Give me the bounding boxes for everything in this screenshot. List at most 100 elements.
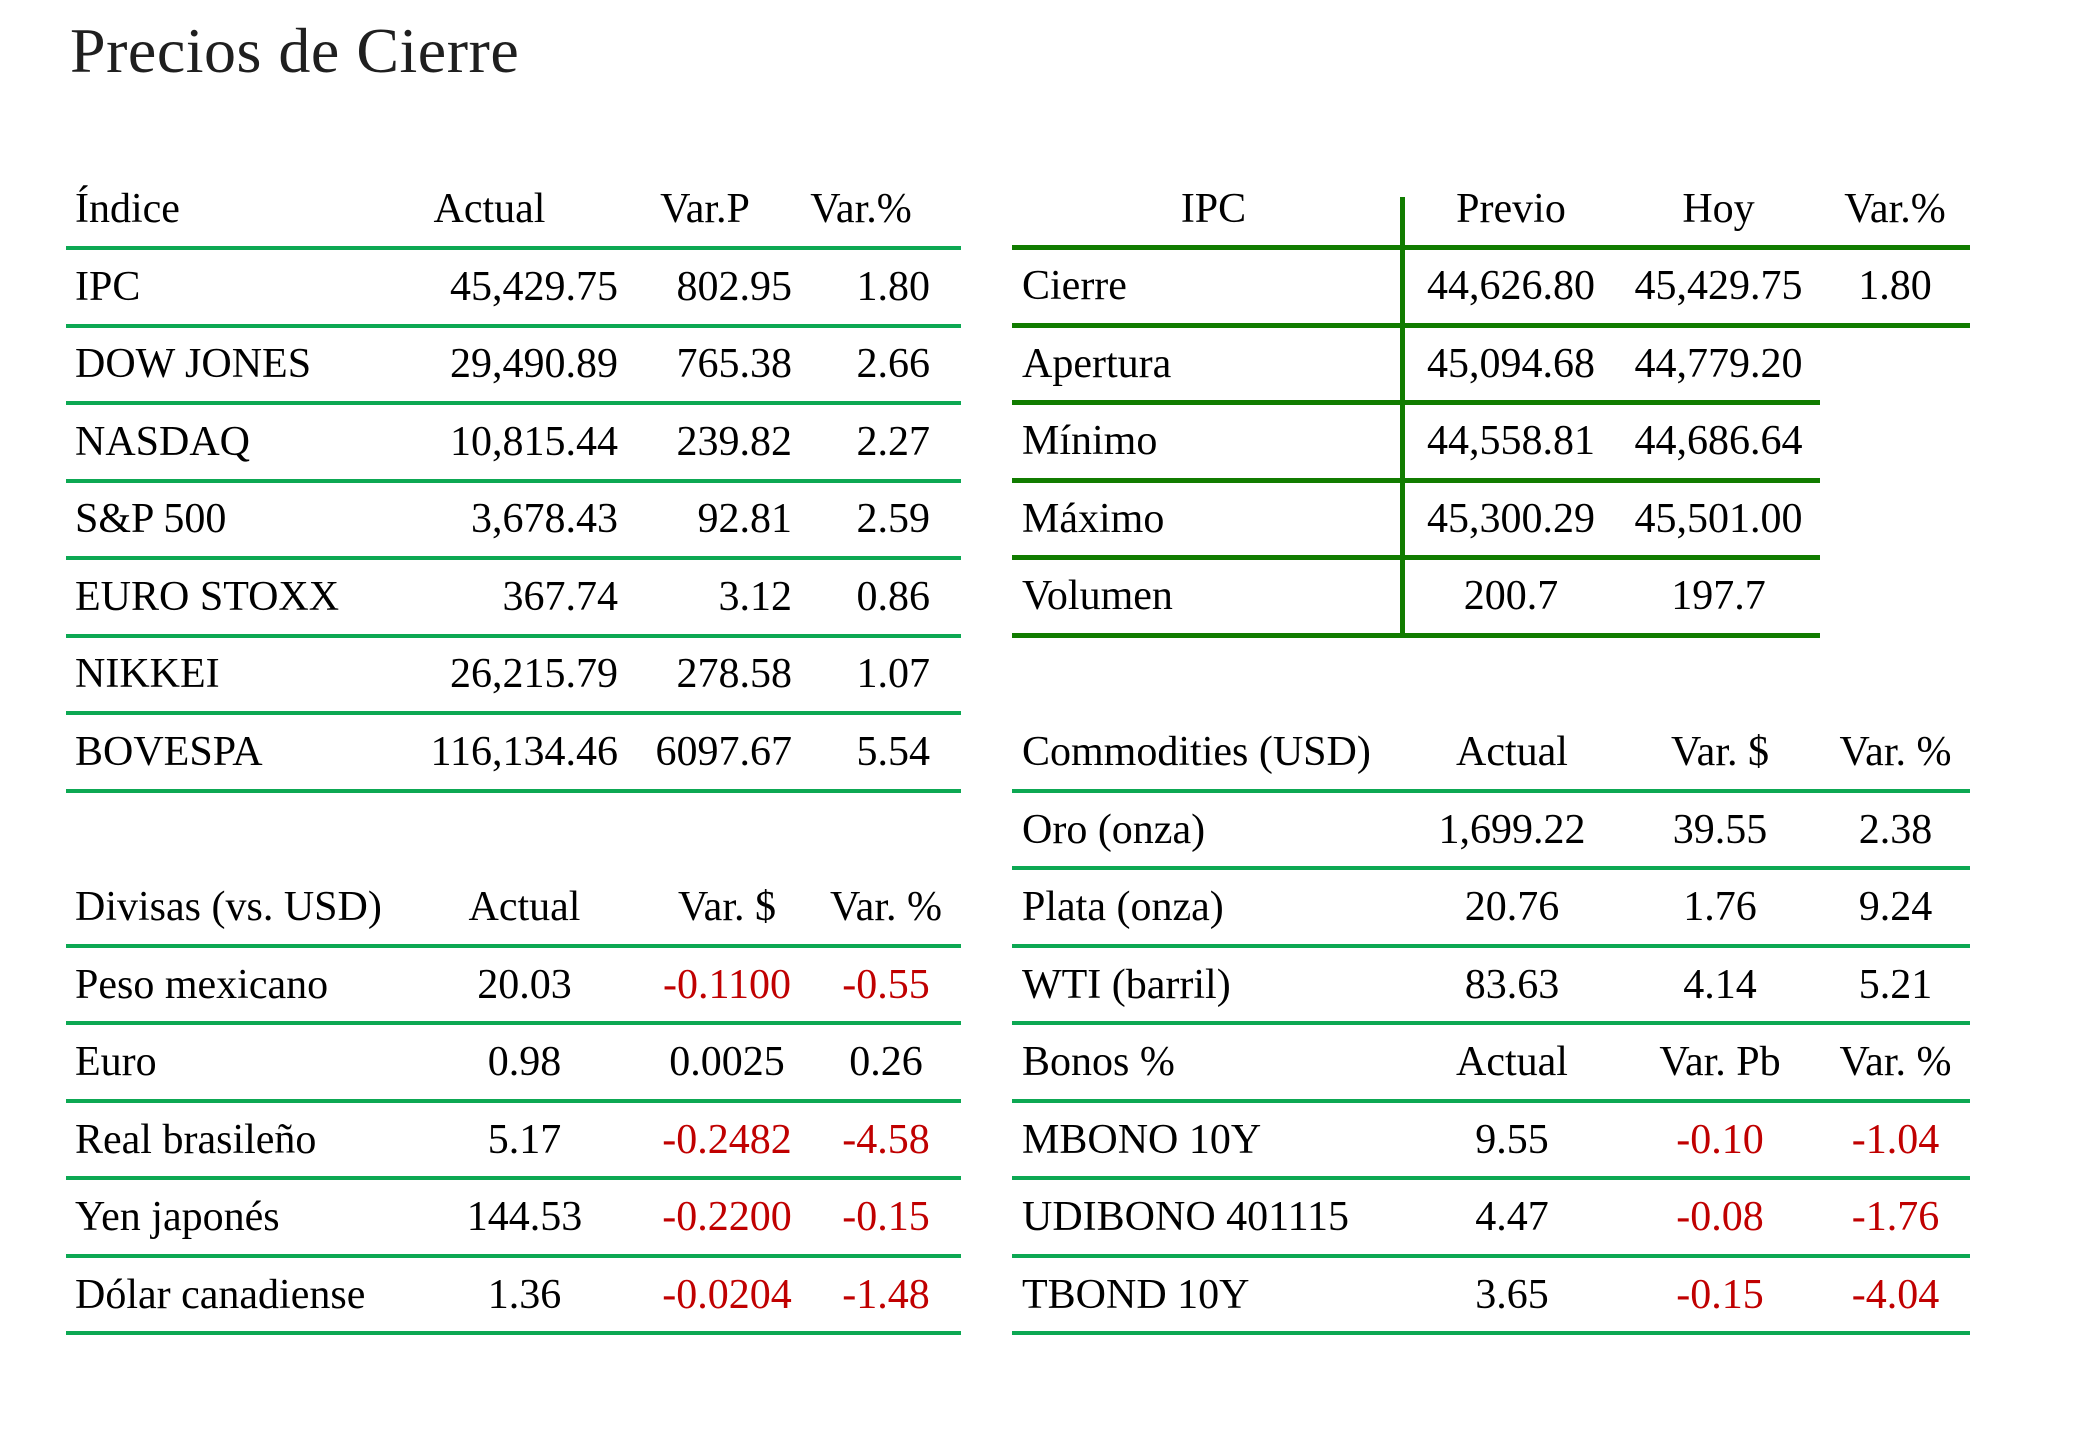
data-cell: WTI (barril) <box>1012 948 1405 1026</box>
data-cell: 1.80 <box>1820 250 1970 328</box>
header-cell: Previo <box>1405 173 1617 250</box>
data-cell: 1,699.22 <box>1405 793 1619 871</box>
table-row: S&P 500 3,678.43 92.81 2.59 <box>66 483 961 560</box>
data-cell <box>1820 328 1970 406</box>
data-cell: Real brasileño <box>66 1103 406 1181</box>
data-cell <box>1820 560 1970 638</box>
table-header-row: IPC Previo Hoy Var.% <box>1012 173 1970 250</box>
table-row: BOVESPA 116,134.46 6097.67 5.54 <box>66 715 961 793</box>
table-row: NIKKEI 26,215.79 278.58 1.07 <box>66 638 961 715</box>
data-cell: 45,094.68 <box>1405 328 1617 405</box>
data-cell: -0.10 <box>1619 1103 1821 1181</box>
data-cell: 83.63 <box>1405 948 1619 1026</box>
data-cell: -1.76 <box>1821 1180 1970 1258</box>
data-cell: Cierre <box>1012 250 1405 328</box>
data-cell: 2.66 <box>792 328 961 405</box>
data-cell: Euro <box>66 1025 406 1103</box>
header-cell: Var.% <box>1820 173 1970 250</box>
header-cell: Actual <box>361 173 618 250</box>
header-cell: Var. % <box>1821 1025 1970 1103</box>
data-cell: Oro (onza) <box>1012 793 1405 871</box>
data-cell: -1.48 <box>811 1258 961 1336</box>
table-row: Plata (onza) 20.76 1.76 9.24 <box>1012 870 1970 948</box>
data-cell: Plata (onza) <box>1012 870 1405 948</box>
table-header-row: Divisas (vs. USD) Actual Var. $ Var. % <box>66 870 961 948</box>
data-cell: 116,134.46 <box>361 715 618 793</box>
data-cell: -0.1100 <box>643 948 811 1026</box>
data-cell: Volumen <box>1012 560 1405 638</box>
data-cell: 367.74 <box>361 560 618 638</box>
data-cell: 2.59 <box>792 483 961 560</box>
table-header-row: Índice Actual Var.P Var.% <box>66 173 961 250</box>
data-cell: 26,215.79 <box>361 638 618 715</box>
indices-table: Índice Actual Var.P Var.% IPC 45,429.75 802.95… <box>66 173 961 793</box>
table-row: Mínimo 44,558.81 44,686.64 <box>1012 405 1970 483</box>
data-cell: DOW JONES <box>66 328 361 405</box>
data-cell: 6097.67 <box>618 715 792 793</box>
table-header-row: Commodities (USD) Actual Var. $ Var. % <box>1012 715 1970 793</box>
divisas-table: Divisas (vs. USD) Actual Var. $ Var. % Peso … <box>66 870 961 1336</box>
table-row: DOW JONES 29,490.89 765.38 2.66 <box>66 328 961 405</box>
header-cell: Actual <box>1405 1025 1619 1103</box>
data-cell: 9.24 <box>1821 870 1970 948</box>
table-row: Real brasileño 5.17 -0.2482 -4.58 <box>66 1103 961 1181</box>
data-cell: -0.08 <box>1619 1180 1821 1258</box>
data-cell: 1.76 <box>1619 870 1821 948</box>
data-cell: 1.80 <box>792 250 961 328</box>
data-cell: 0.26 <box>811 1025 961 1103</box>
data-cell: 4.47 <box>1405 1180 1619 1258</box>
table-row: Máximo 45,300.29 45,501.00 <box>1012 482 1970 561</box>
header-cell: Bonos % <box>1012 1025 1405 1103</box>
header-cell: Var.P <box>618 173 792 250</box>
header-cell: Var. Pb <box>1619 1025 1821 1103</box>
data-cell: 197.7 <box>1617 560 1820 638</box>
data-cell: -4.04 <box>1821 1258 1970 1336</box>
table-row: UDIBONO 401115 4.47 -0.08 -1.76 <box>1012 1180 1970 1258</box>
header-cell: Var. % <box>811 870 961 948</box>
data-cell: 0.98 <box>406 1025 643 1103</box>
header-cell: Var. $ <box>643 870 811 948</box>
data-cell: TBOND 10Y <box>1012 1258 1405 1336</box>
data-cell: 44,626.80 <box>1405 250 1617 328</box>
data-cell: -4.58 <box>811 1103 961 1181</box>
data-cell: 92.81 <box>618 483 792 560</box>
table-header-row: Bonos % Actual Var. Pb Var. % <box>1012 1025 1970 1103</box>
header-cell: Actual <box>406 870 643 948</box>
data-cell: 1.36 <box>406 1258 643 1336</box>
data-cell: NIKKEI <box>66 638 361 715</box>
data-cell: 45,501.00 <box>1617 483 1820 560</box>
data-cell <box>1820 483 1970 561</box>
commodities-table: Commodities (USD) Actual Var. $ Var. % Oro (… <box>1012 715 1970 1026</box>
data-cell: 20.76 <box>1405 870 1619 948</box>
header-cell: Var. $ <box>1619 715 1821 793</box>
data-cell: 0.0025 <box>643 1025 811 1103</box>
data-cell <box>1820 405 1970 483</box>
table-row: Oro (onza) 1,699.22 39.55 2.38 <box>1012 793 1970 871</box>
data-cell: Peso mexicano <box>66 948 406 1026</box>
table-row: Peso mexicano 20.03 -0.1100 -0.55 <box>66 948 961 1026</box>
header-cell: IPC <box>1012 173 1405 250</box>
data-cell: -0.0204 <box>643 1258 811 1336</box>
data-cell: 39.55 <box>1619 793 1821 871</box>
data-cell: IPC <box>66 250 361 328</box>
data-cell: 1.07 <box>792 638 961 715</box>
data-cell: EURO STOXX <box>66 560 361 638</box>
data-cell: -0.2200 <box>643 1180 811 1258</box>
data-cell: 44,558.81 <box>1405 405 1617 483</box>
data-cell: 20.03 <box>406 948 643 1026</box>
data-cell: -1.04 <box>1821 1103 1970 1181</box>
data-cell: Máximo <box>1012 482 1405 560</box>
table-row: Apertura 45,094.68 44,779.20 <box>1012 327 1970 406</box>
data-cell: Apertura <box>1012 327 1405 405</box>
header-cell: Hoy <box>1617 173 1820 250</box>
table-row: Euro 0.98 0.0025 0.26 <box>66 1025 961 1103</box>
data-cell: 2.38 <box>1821 793 1970 871</box>
ipc-detail-table: IPC Previo Hoy Var.% Cierre 44,626.80 45,429.7… <box>1012 173 1970 638</box>
data-cell: 44,686.64 <box>1617 405 1820 483</box>
table-row: EURO STOXX 367.74 3.12 0.86 <box>66 560 961 638</box>
data-cell: 765.38 <box>618 328 792 405</box>
header-cell: Commodities (USD) <box>1012 715 1405 793</box>
data-cell: 5.17 <box>406 1103 643 1181</box>
data-cell: BOVESPA <box>66 715 361 793</box>
data-cell: -0.55 <box>811 948 961 1026</box>
